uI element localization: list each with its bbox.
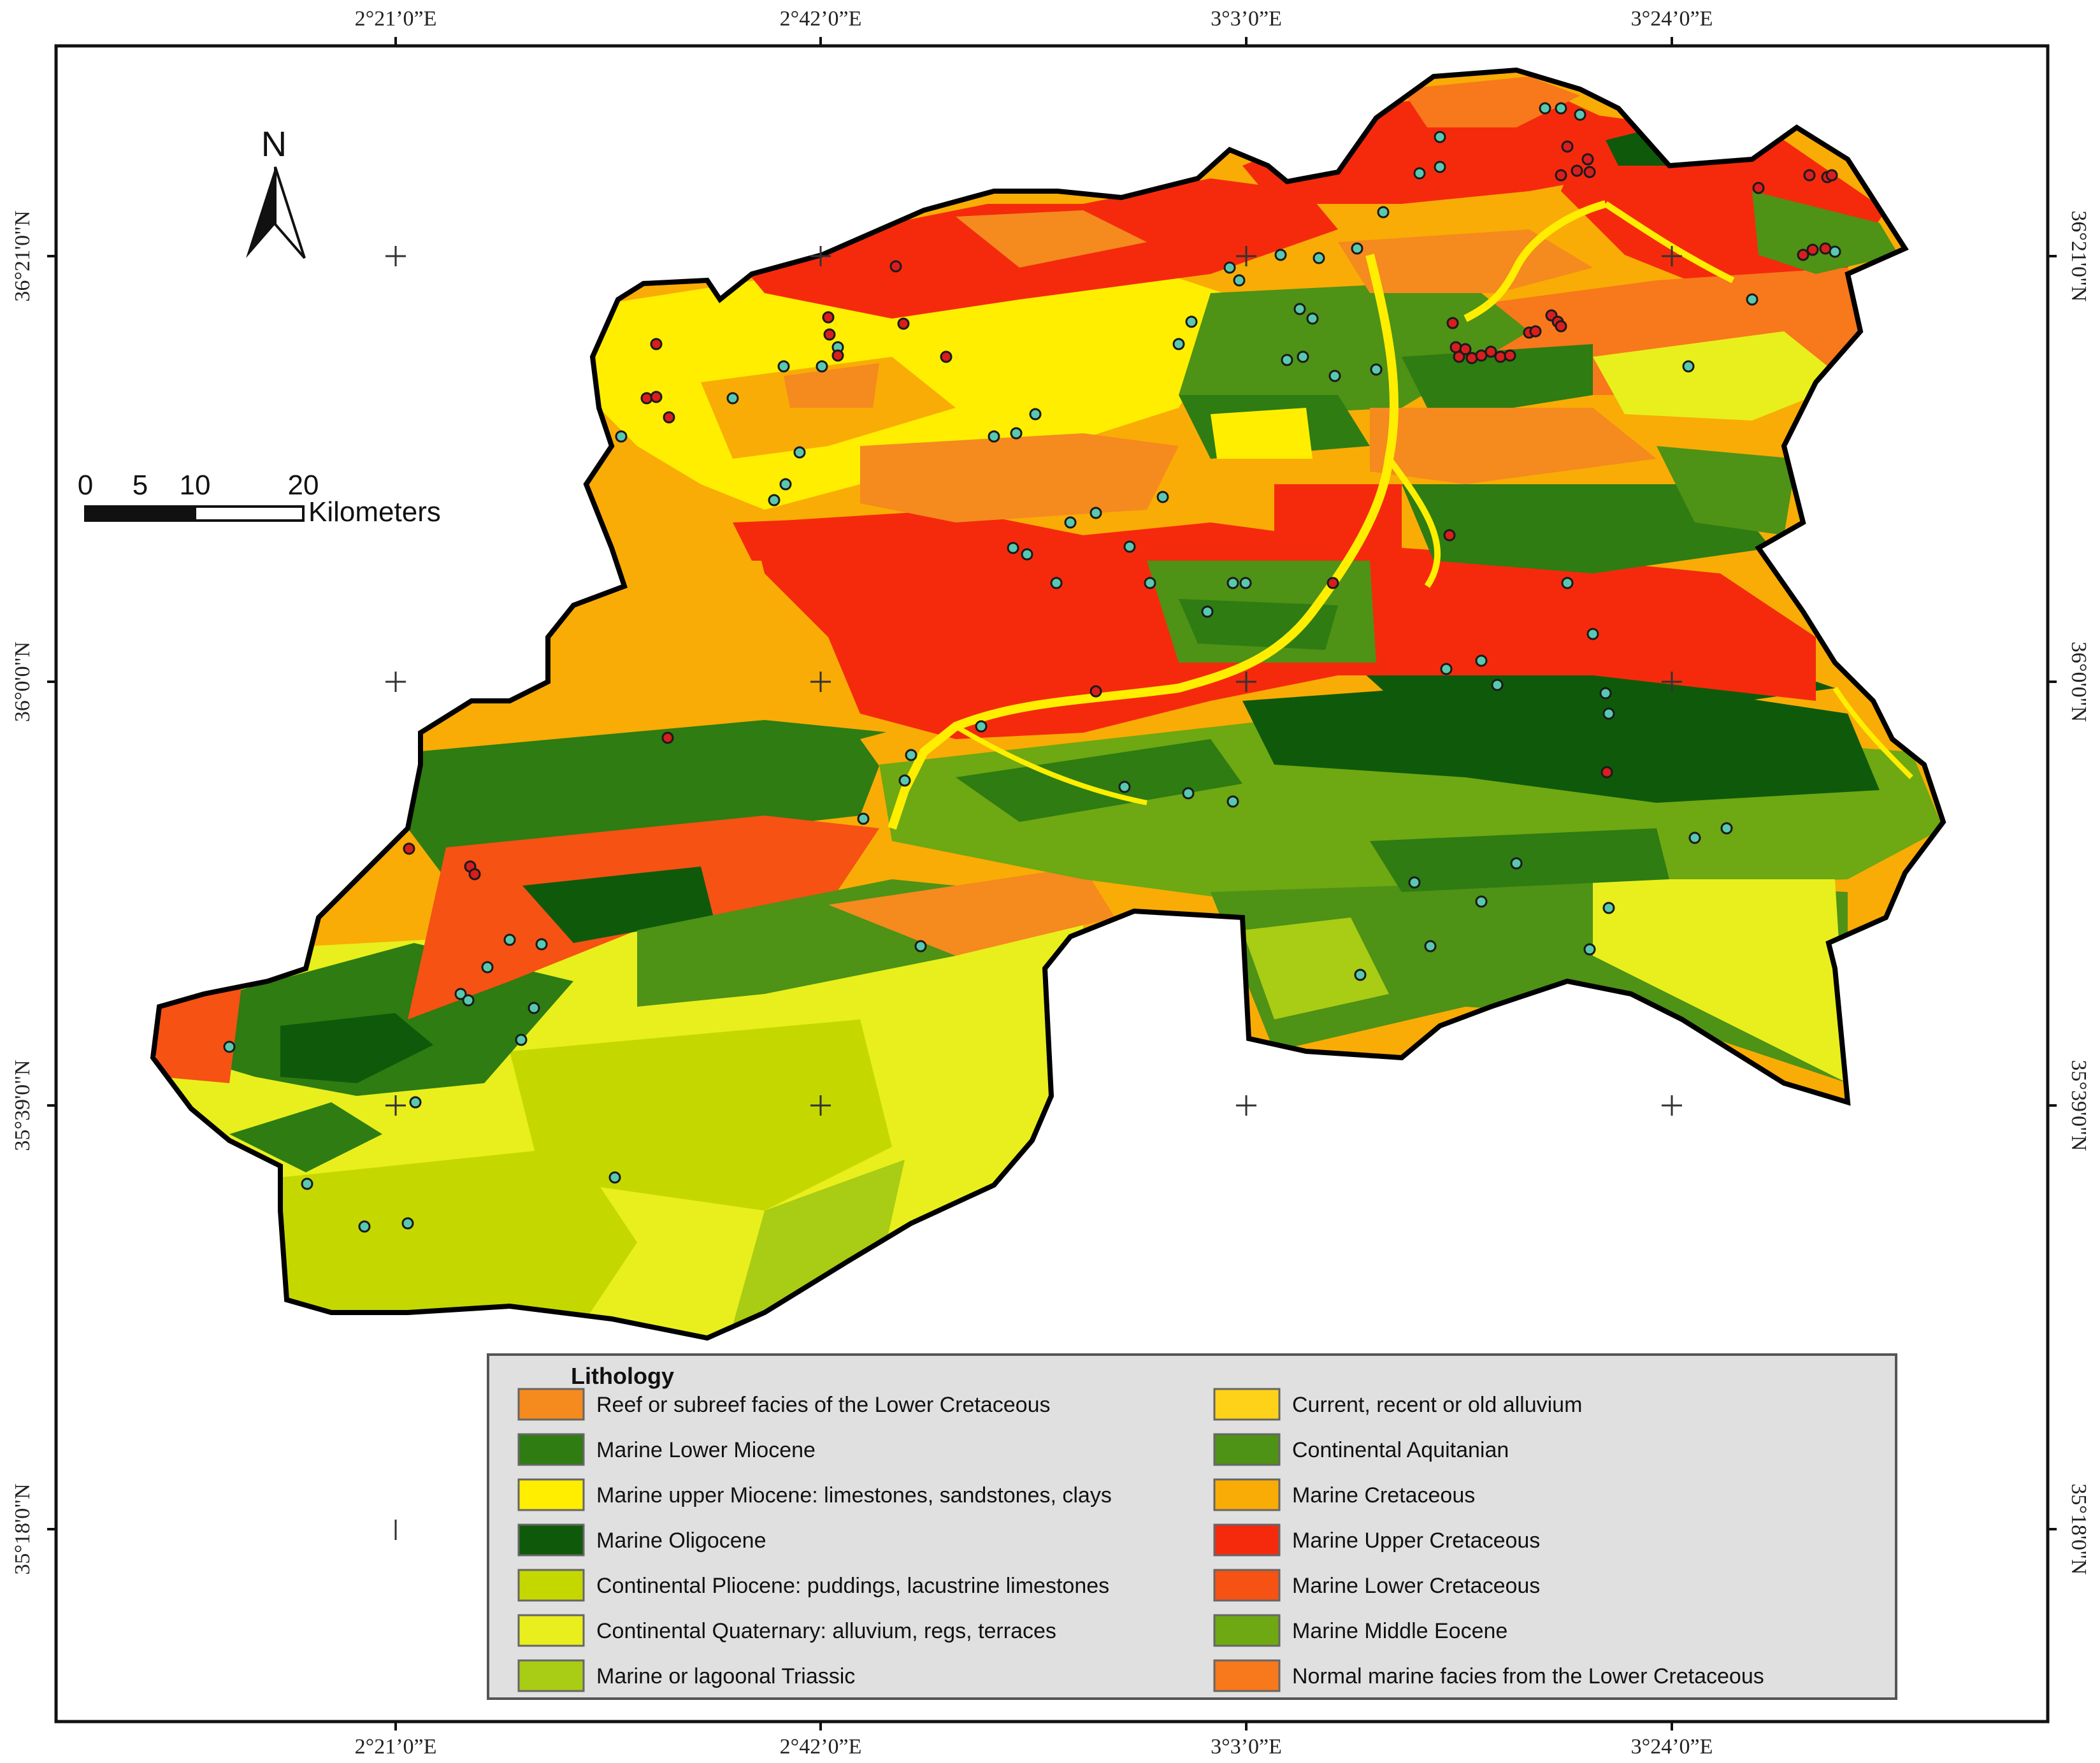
legend-box	[487, 1353, 1897, 1700]
legend-label: Marine Lower Miocene	[596, 1438, 816, 1462]
legend-label: Marine Oligocene	[596, 1529, 766, 1553]
top-longitude-label-1: 2°21’0”E	[355, 7, 437, 31]
legend-title: Lithology	[571, 1363, 674, 1389]
right-latitude-label-4: 35°18'0"N	[2067, 1483, 2090, 1574]
legend-label: Reef or subreef facies of the Lower Cret…	[596, 1393, 1051, 1417]
bottom-longitude-label-2: 2°42’0”E	[780, 1735, 862, 1759]
north-label: N	[261, 124, 287, 164]
scale-tick-20: 20	[288, 470, 319, 501]
sample-points-red	[403, 140, 1838, 881]
left-latitude-label-2: 36°0'0"N	[11, 642, 34, 722]
scale-tick-10: 10	[180, 470, 211, 501]
north-arrow-icon: N	[246, 124, 306, 259]
legend-swatch	[517, 1569, 585, 1602]
top-longitude-label-4: 3°24’0”E	[1631, 7, 1713, 31]
scale-tick-0: 0	[78, 470, 93, 501]
legend-swatch	[1213, 1433, 1281, 1466]
bottom-longitude-label-3: 3°3’0”E	[1211, 1735, 1282, 1759]
legend-label: Marine Lower Cretaceous	[1292, 1574, 1540, 1598]
legend-label: Marine Upper Cretaceous	[1292, 1529, 1540, 1553]
legend-label: Marine Middle Eocene	[1292, 1619, 1507, 1643]
right-latitude-label-2: 36°0'0"N	[2067, 642, 2090, 722]
legend-label: Marine upper Miocene: limestones, sandst…	[596, 1483, 1112, 1508]
top-longitude-label-2: 2°42’0”E	[780, 7, 862, 31]
legend-swatch	[1213, 1388, 1281, 1421]
legend-label: Continental Quaternary: alluvium, regs, …	[596, 1619, 1056, 1643]
legend-swatch	[1213, 1523, 1281, 1557]
top-longitude-label-3: 3°3’0”E	[1211, 7, 1282, 31]
bottom-longitude-label-4: 3°24’0”E	[1631, 1735, 1713, 1759]
scale-bar: 0 5 10 20 Kilometers	[78, 470, 441, 528]
right-latitude-label-1: 36°21'0"N	[2067, 210, 2090, 301]
frame-ticks	[47, 37, 2057, 1731]
legend-swatch	[1213, 1659, 1281, 1692]
legend-swatch	[517, 1433, 585, 1466]
legend-swatch	[517, 1478, 585, 1511]
legend-label: Marine or lagoonal Triassic	[596, 1664, 855, 1688]
graticule-crosses	[385, 246, 1682, 1540]
bottom-longitude-label-1: 2°21’0”E	[355, 1735, 437, 1759]
legend-swatch	[1213, 1569, 1281, 1602]
scale-tick-5: 5	[133, 470, 148, 501]
legend-label: Continental Pliocene: puddings, lacustri…	[596, 1574, 1109, 1598]
sample-points-teal	[223, 102, 1841, 1233]
legend-label: Marine Cretaceous	[1292, 1483, 1475, 1508]
legend-swatch	[1213, 1614, 1281, 1647]
study-area-boundary	[150, 67, 1946, 1341]
legend-swatch	[517, 1388, 585, 1421]
legend-swatch	[517, 1523, 585, 1557]
left-latitude-label-1: 36°21'0"N	[11, 210, 34, 301]
left-latitude-label-3: 35°39'0"N	[11, 1060, 34, 1151]
legend-label: Current, recent or old alluvium	[1292, 1393, 1582, 1417]
legend-swatch	[517, 1614, 585, 1647]
scale-unit-label: Kilometers	[308, 496, 441, 528]
left-latitude-label-4: 35°18'0"N	[11, 1483, 34, 1574]
legend-label: Continental Aquitanian	[1292, 1438, 1509, 1462]
legend-swatch	[517, 1659, 585, 1692]
legend: Lithology Reef or subreef facies of the …	[487, 1353, 1897, 1700]
legend-label: Normal marine facies from the Lower Cret…	[1292, 1664, 1764, 1688]
legend-swatch	[1213, 1478, 1281, 1511]
right-latitude-label-3: 35°39'0"N	[2067, 1060, 2090, 1151]
